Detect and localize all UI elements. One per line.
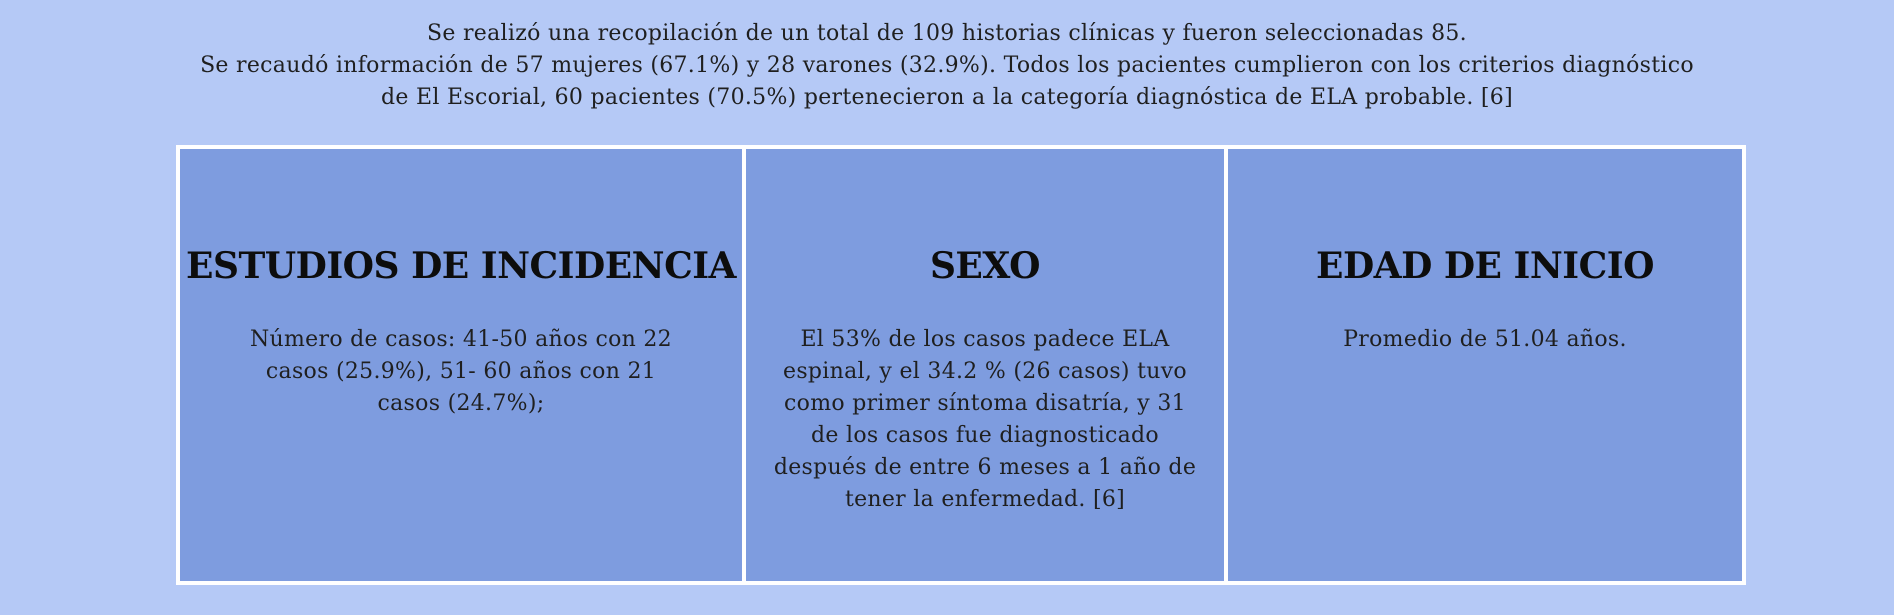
body-line: como primer síntoma disatría, y 31	[784, 391, 1186, 416]
intro-line: Se recaudó información de 57 mujeres (67…	[200, 53, 1694, 78]
summary-table: ESTUDIOS DE INCIDENCIA Número de casos: …	[176, 145, 1746, 585]
column-title: ESTUDIOS DE INCIDENCIA	[186, 245, 737, 287]
intro-paragraph: Se realizó una recopilación de un total …	[0, 18, 1894, 114]
column-body: Promedio de 51.04 años.	[1343, 324, 1627, 356]
column-body: El 53% de los casos padece ELA espinal, …	[774, 324, 1196, 516]
body-line: después de entre 6 meses a 1 año de	[773, 455, 1197, 480]
body-line: casos (25.9%), 51- 60 años con 21	[265, 359, 657, 384]
column-title: EDAD DE INICIO	[1316, 245, 1654, 287]
intro-line: de El Escorial, 60 pacientes (70.5%) per…	[381, 85, 1513, 110]
body-line: Promedio de 51.04 años.	[1343, 327, 1627, 352]
body-line: espinal, y el 34.2 % (26 casos) tuvo	[783, 359, 1187, 384]
column-age-onset: EDAD DE INICIO Promedio de 51.04 años.	[1228, 149, 1742, 581]
body-line: de los casos fue diagnosticado	[811, 423, 1159, 448]
column-sex: SEXO El 53% de los casos padece ELA espi…	[746, 149, 1228, 581]
column-incidence: ESTUDIOS DE INCIDENCIA Número de casos: …	[180, 149, 746, 581]
body-line: casos (24.7%);	[377, 391, 545, 416]
column-body: Número de casos: 41-50 años con 22 casos…	[250, 324, 672, 420]
intro-line: Se realizó una recopilación de un total …	[427, 21, 1467, 46]
body-line: tener la enfermedad. [6]	[844, 487, 1126, 512]
body-line: Número de casos: 41-50 años con 22	[250, 327, 672, 352]
body-line: El 53% de los casos padece ELA	[800, 327, 1170, 352]
column-title: SEXO	[929, 245, 1041, 287]
